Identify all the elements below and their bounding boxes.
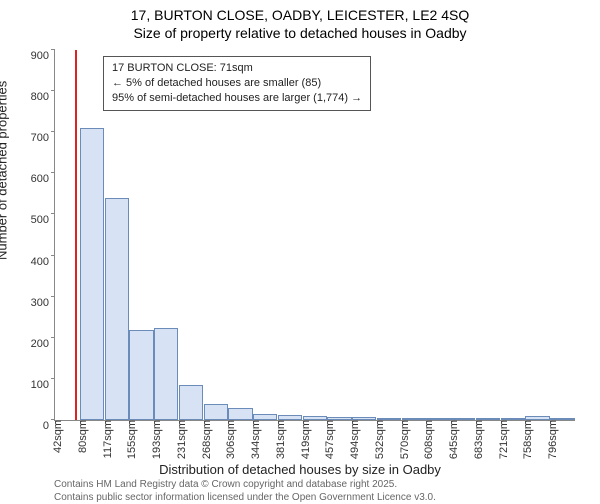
x-tick-label: 231sqm (174, 420, 188, 459)
histogram-bar (204, 404, 228, 420)
x-tick-label: 457sqm (322, 420, 336, 459)
y-tick-mark (51, 296, 55, 297)
y-tick-mark (51, 49, 55, 50)
y-tick-label: 500 (31, 214, 55, 226)
y-tick-label: 400 (31, 256, 55, 268)
histogram-bar (154, 328, 178, 421)
x-tick-label: 532sqm (372, 420, 386, 459)
histogram-bar (228, 408, 252, 420)
title-line-2: Size of property relative to detached ho… (0, 24, 600, 42)
histogram-bar (179, 385, 203, 420)
y-tick-label: 600 (31, 173, 55, 185)
annotation-line-3: 95% of semi-detached houses are larger (… (112, 91, 362, 106)
chart-container: 17, BURTON CLOSE, OADBY, LEICESTER, LE2 … (0, 0, 600, 500)
footer-line-2: Contains public sector information licen… (54, 491, 436, 504)
x-tick-label: 608sqm (421, 420, 435, 459)
x-tick-label: 80sqm (75, 420, 89, 453)
y-tick-mark (51, 337, 55, 338)
x-tick-label: 193sqm (149, 420, 163, 459)
y-tick-mark (51, 131, 55, 132)
x-tick-label: 494sqm (347, 420, 361, 459)
y-tick-label: 100 (31, 379, 55, 391)
x-tick-label: 42sqm (50, 420, 64, 453)
x-tick-label: 683sqm (471, 420, 485, 459)
x-tick-label: 381sqm (273, 420, 287, 459)
x-tick-label: 796sqm (545, 420, 559, 459)
x-axis-label: Distribution of detached houses by size … (159, 462, 441, 477)
y-tick-label: 200 (31, 338, 55, 350)
y-tick-mark (51, 378, 55, 379)
y-tick-label: 800 (31, 91, 55, 103)
footer-line-1: Contains HM Land Registry data © Crown c… (54, 478, 436, 491)
annotation-line-2: ← 5% of detached houses are smaller (85) (112, 76, 362, 91)
footer-attribution: Contains HM Land Registry data © Crown c… (54, 478, 436, 504)
y-tick-mark (51, 90, 55, 91)
x-tick-label: 721sqm (496, 420, 510, 459)
x-tick-label: 758sqm (520, 420, 534, 459)
plot-area: 010020030040050060070080090042sqm80sqm11… (54, 50, 575, 421)
y-tick-label: 900 (31, 50, 55, 62)
histogram-bar (80, 128, 104, 420)
x-tick-label: 419sqm (298, 420, 312, 459)
x-tick-label: 306sqm (223, 420, 237, 459)
chart-title: 17, BURTON CLOSE, OADBY, LEICESTER, LE2 … (0, 0, 600, 42)
histogram-bar (105, 198, 129, 420)
y-tick-mark (51, 213, 55, 214)
y-tick-mark (51, 255, 55, 256)
x-tick-label: 268sqm (199, 420, 213, 459)
histogram-bar (129, 330, 153, 420)
title-line-1: 17, BURTON CLOSE, OADBY, LEICESTER, LE2 … (0, 6, 600, 24)
x-tick-label: 117sqm (100, 420, 114, 458)
y-axis-label: Number of detached properties (0, 81, 10, 260)
y-tick-mark (51, 172, 55, 173)
y-tick-label: 700 (31, 132, 55, 144)
x-tick-label: 570sqm (397, 420, 411, 459)
x-tick-label: 344sqm (248, 420, 262, 459)
annotation-line-1: 17 BURTON CLOSE: 71sqm (112, 61, 362, 76)
x-tick-label: 155sqm (124, 420, 138, 459)
reference-marker-line (75, 50, 77, 420)
x-tick-label: 645sqm (446, 420, 460, 459)
annotation-box: 17 BURTON CLOSE: 71sqm← 5% of detached h… (103, 56, 371, 111)
y-tick-label: 300 (31, 297, 55, 309)
